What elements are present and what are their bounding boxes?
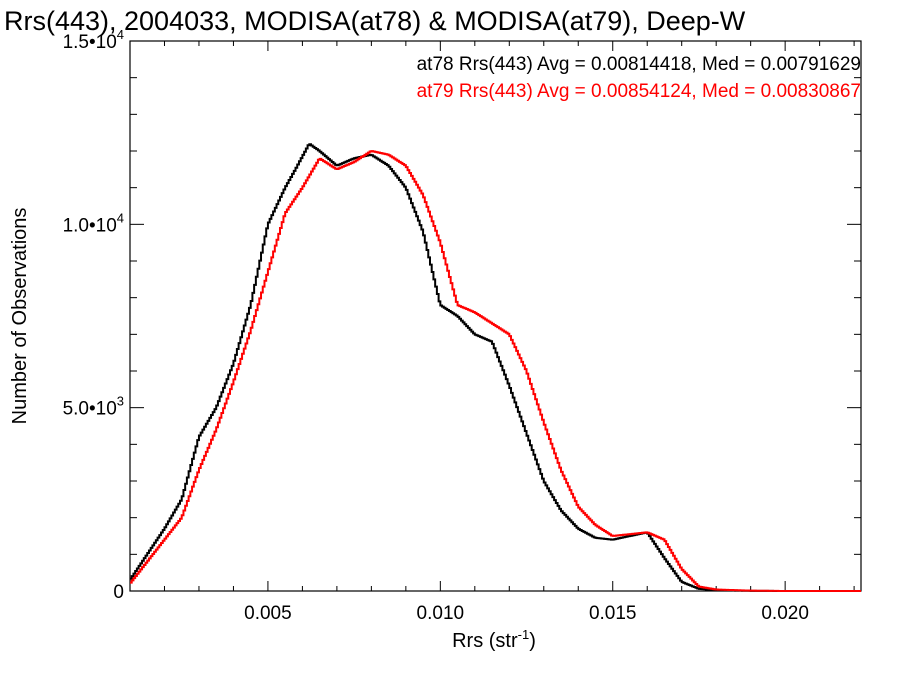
x-tick-label: 0.010 [417,603,465,624]
x-tick-label: 0.020 [761,603,809,624]
y-tick-label: 5.0•103 [63,394,124,420]
tick-labels: 0.005 0.010 0.015 0.020 0 5.0•103 1.0•104 1.5•1… [63,27,809,624]
plot-frame [129,40,862,592]
annotation-at78: at78 Rrs(443) Avg = 0.00814418, Med = 0.… [417,54,861,75]
annotation-at79: at79 Rrs(443) Avg = 0.00854124, Med = 0.… [417,81,861,102]
x-tick-label: 0.015 [589,603,637,624]
series-layer [130,143,861,592]
series-1-line [130,150,861,592]
y-axis-label: Number of Observations [9,208,31,425]
axis-ticks [129,40,861,592]
y-tick-label: 1.5•104 [63,27,124,53]
series-0-line [130,143,861,592]
x-tick-label: 0.005 [244,603,292,624]
chart-title: Rrs(443), 2004033, MODISA(at78) & MODISA… [4,6,746,36]
x-axis-label: Rrs (str-1) [452,627,536,652]
y-tick-label: 0 [113,582,124,603]
y-tick-label: 1.0•104 [63,210,124,236]
